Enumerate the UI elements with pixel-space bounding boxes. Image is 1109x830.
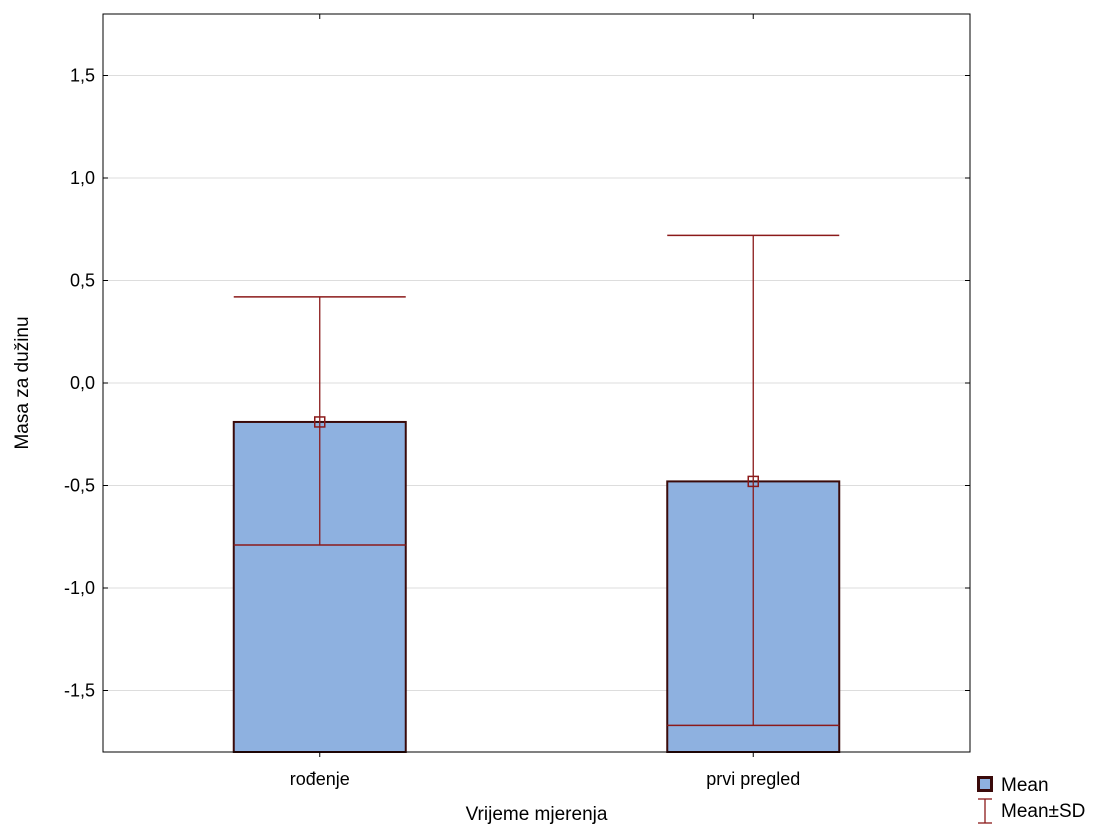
y-tick-label: 1,5 xyxy=(70,66,95,86)
y-tick-label: -0,5 xyxy=(64,476,95,496)
x-axis-title: Vrijeme mjerenja xyxy=(466,804,608,825)
y-tick-label: 1,0 xyxy=(70,168,95,188)
legend-label-mean-sd: Mean±SD xyxy=(1001,801,1085,822)
x-tick-label: prvi pregled xyxy=(706,769,800,789)
y-axis-ticks: -1,5 -1,0 -0,5 0,0 0,5 1,0 1,5 xyxy=(64,66,970,701)
y-axis-title: Masa za dužinu xyxy=(12,316,33,449)
legend-mean-marker-icon xyxy=(980,779,990,789)
mean-markers xyxy=(314,416,759,488)
y-tick-label: -1,0 xyxy=(64,578,95,598)
x-tick-label: rođenje xyxy=(290,769,350,789)
legend-label-mean: Mean xyxy=(1001,775,1049,796)
y-tick-label: 0,0 xyxy=(70,373,95,393)
legend-error-bar-icon xyxy=(978,798,992,824)
mean-marker xyxy=(747,475,759,488)
y-tick-label: 0,5 xyxy=(70,271,95,291)
x-axis-ticks: rođenje prvi pregled xyxy=(290,14,800,789)
bars xyxy=(232,420,841,753)
y-tick-label: -1,5 xyxy=(64,681,95,701)
legend: Mean Mean±SD xyxy=(977,775,1085,824)
mean-marker xyxy=(314,416,326,428)
error-bars xyxy=(233,234,840,727)
